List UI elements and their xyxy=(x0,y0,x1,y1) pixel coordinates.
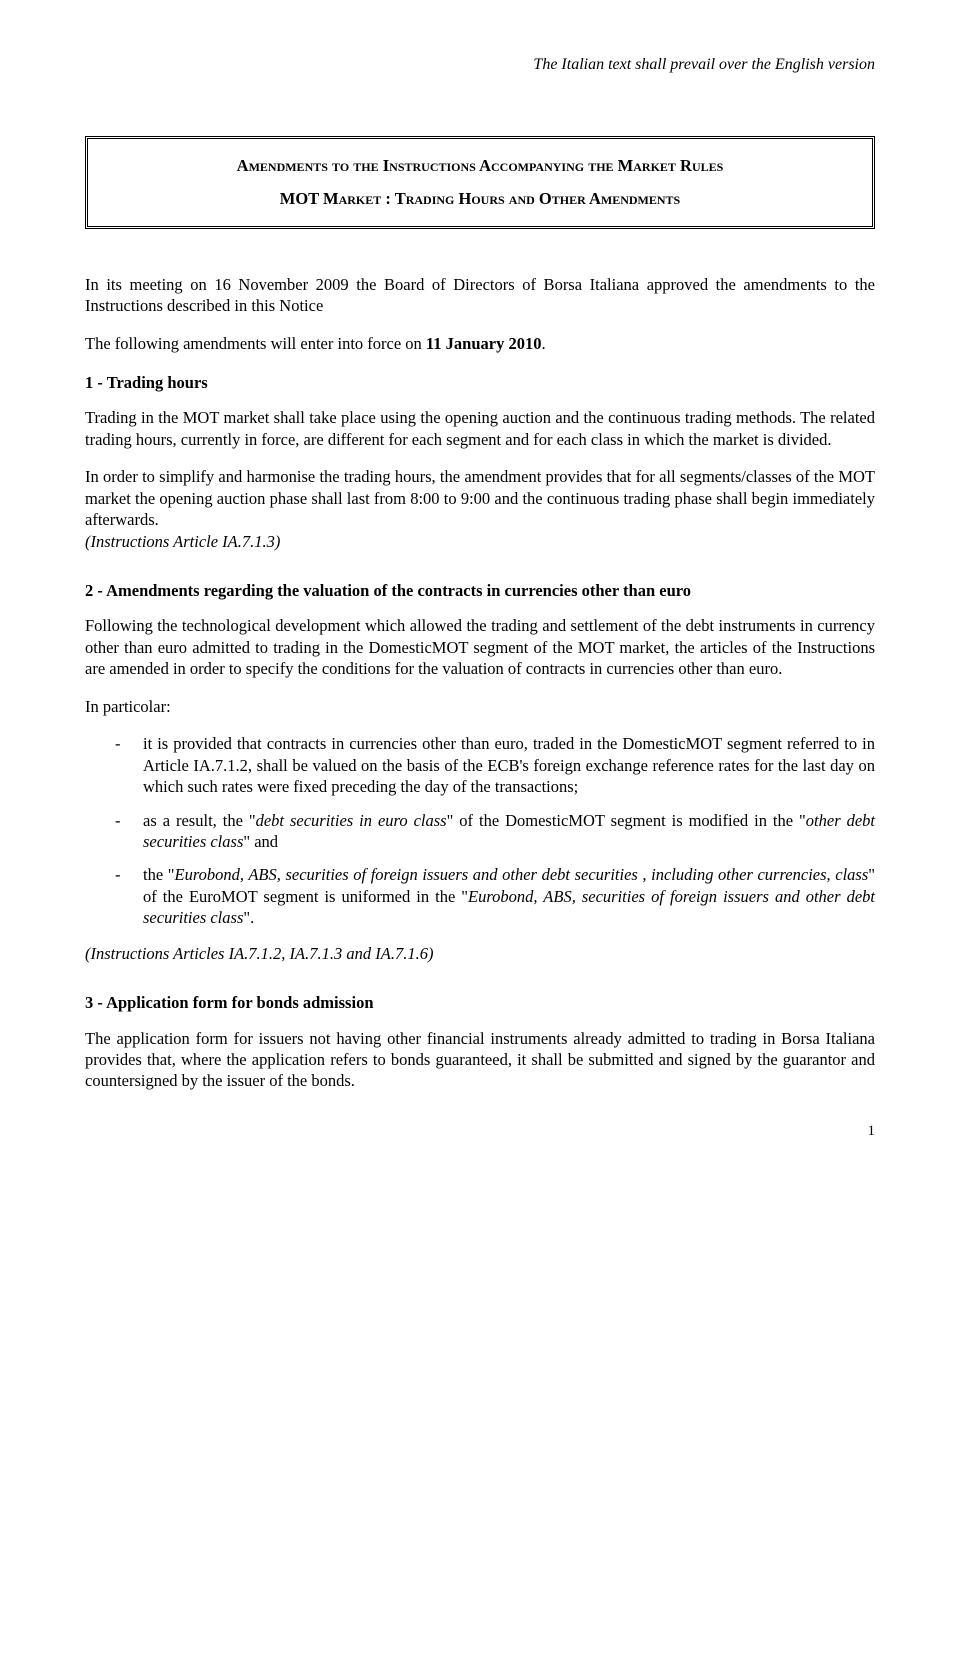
section-3-p1: The application form for issuers not hav… xyxy=(85,1028,875,1092)
seg-em: debt securities in euro class xyxy=(256,811,447,830)
section-2-title: 2 - Amendments regarding the valuation o… xyxy=(85,580,875,601)
seg: " of the DomesticMOT segment is modified… xyxy=(447,811,806,830)
seg: " and xyxy=(243,832,278,851)
page-number: 1 xyxy=(85,1122,875,1142)
section-1-title: 1 - Trading hours xyxy=(85,372,875,393)
seg: the " xyxy=(143,865,175,884)
header-note: The Italian text shall prevail over the … xyxy=(85,55,875,76)
seg: ". xyxy=(243,908,254,927)
section-1-p2: In order to simplify and harmonise the t… xyxy=(85,466,875,530)
list-item: - as a result, the "debt securities in e… xyxy=(115,810,875,853)
force-line: The following amendments will enter into… xyxy=(85,333,875,354)
title-line-2: MOT Market : Trading Hours and Other Ame… xyxy=(100,188,860,209)
force-suffix: . xyxy=(541,334,545,353)
seg: as a result, the " xyxy=(143,811,256,830)
seg-em: Eurobond, ABS, securities of foreign iss… xyxy=(175,865,869,884)
section-2-list: - it is provided that contracts in curre… xyxy=(115,733,875,929)
list-marker: - xyxy=(115,810,143,853)
list-item: - it is provided that contracts in curre… xyxy=(115,733,875,797)
section-2-ref: (Instructions Articles IA.7.1.2, IA.7.1.… xyxy=(85,943,875,964)
section-1-p1: Trading in the MOT market shall take pla… xyxy=(85,407,875,450)
section-2-p1: Following the technological development … xyxy=(85,615,875,679)
in-particolar: In particolar: xyxy=(85,696,875,717)
list-marker: - xyxy=(115,864,143,928)
force-prefix: The following amendments will enter into… xyxy=(85,334,426,353)
list-text: as a result, the "debt securities in eur… xyxy=(143,810,875,853)
list-marker: - xyxy=(115,733,143,797)
section-3-title: 3 - Application form for bonds admission xyxy=(85,992,875,1013)
list-item: - the "Eurobond, ABS, securities of fore… xyxy=(115,864,875,928)
title-box: Amendments to the Instructions Accompany… xyxy=(85,136,875,229)
intro-paragraph: In its meeting on 16 November 2009 the B… xyxy=(85,274,875,317)
list-text: the "Eurobond, ABS, securities of foreig… xyxy=(143,864,875,928)
section-1-ref: (Instructions Article IA.7.1.3) xyxy=(85,531,875,552)
force-date: 11 January 2010 xyxy=(426,334,542,353)
title-line-1: Amendments to the Instructions Accompany… xyxy=(100,155,860,176)
list-text: it is provided that contracts in currenc… xyxy=(143,733,875,797)
